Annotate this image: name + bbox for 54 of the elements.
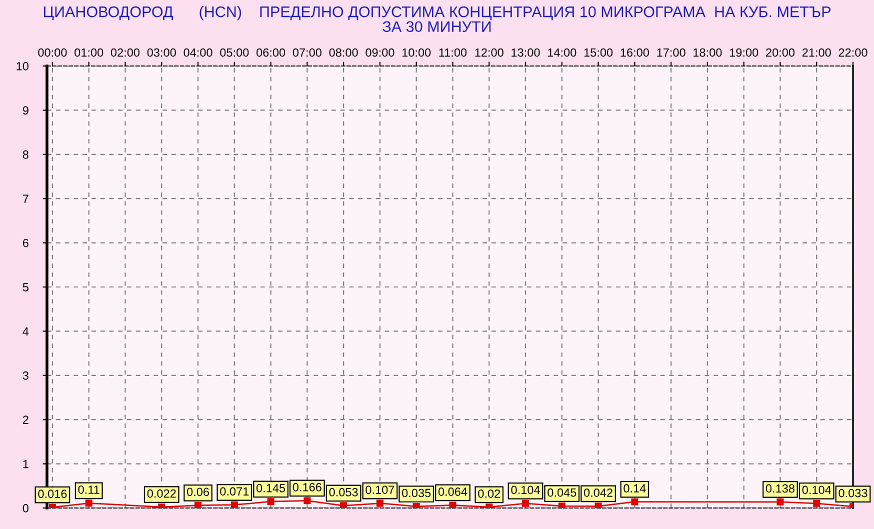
y-tick-label: 2 xyxy=(22,416,28,424)
x-tick-label: 04:00 xyxy=(184,48,212,57)
data-label: 0.035 xyxy=(402,488,431,498)
data-label: 0.016 xyxy=(38,490,67,498)
data-label: 0.033 xyxy=(838,488,868,498)
y-tick-label: 9 xyxy=(22,106,28,115)
data-label: 0.064 xyxy=(438,488,468,496)
data-label: 0.107 xyxy=(366,486,394,494)
data-label: 0.138 xyxy=(766,484,794,493)
data-label: 0.11 xyxy=(78,486,100,494)
data-label: 0.104 xyxy=(802,486,832,494)
x-tick-label: 18:00 xyxy=(694,48,722,57)
x-tick-label: 13:00 xyxy=(512,48,540,57)
x-tick-label: 05:00 xyxy=(220,48,249,57)
x-tick-label: 22:00 xyxy=(838,48,868,57)
data-label: 0.071 xyxy=(220,487,249,496)
x-tick-label: 00:00 xyxy=(38,48,67,57)
y-tick-label: 5 xyxy=(22,283,28,292)
x-tick-label: 11:00 xyxy=(439,48,467,57)
x-tick-label: 03:00 xyxy=(147,48,176,57)
x-tick-label: 17:00 xyxy=(657,48,686,57)
chart-title: ЦИАНОВОДОРОД (HCN) ПРЕДЕЛНО ДОПУСТИМА КОНЦЕНТРАЦИЯ 10 МИКРОГРАМА НА КУБ. МЕТЪР ЗА 30 МИНУТИ xyxy=(44,6,830,32)
data-label: 0.042 xyxy=(584,488,612,497)
x-tick-label: 07:00 xyxy=(292,48,322,57)
y-tick-label: 0 xyxy=(22,504,28,512)
x-tick-label: 16:00 xyxy=(620,48,649,57)
y-tick-label: 1 xyxy=(23,460,28,468)
data-label: 0.06 xyxy=(186,488,209,496)
data-label: 0.022 xyxy=(147,489,176,498)
x-tick-label: 12:00 xyxy=(475,48,504,57)
data-label: 0.104 xyxy=(511,486,540,494)
x-tick-label: 08:00 xyxy=(329,48,358,57)
data-label: 0.145 xyxy=(256,484,286,492)
y-tick-label: 4 xyxy=(22,327,29,336)
x-tick-label: 14:00 xyxy=(548,48,576,57)
data-label: 0.045 xyxy=(548,488,576,497)
data-label: 0.053 xyxy=(329,488,358,496)
x-tick-label: 10:00 xyxy=(402,48,431,57)
x-tick-label: 01:00 xyxy=(74,48,104,57)
y-tick-label: 6 xyxy=(22,238,28,248)
x-tick-label: 20:00 xyxy=(766,48,795,57)
data-label: 0.14 xyxy=(624,484,646,493)
x-tick-label: 06:00 xyxy=(256,48,286,57)
x-tick-label: 21:00 xyxy=(802,48,831,57)
y-tick-label: 8 xyxy=(22,150,28,159)
x-tick-label: 15:00 xyxy=(584,48,613,57)
y-tick-label: 7 xyxy=(22,194,28,203)
x-tick-label: 02:00 xyxy=(110,48,140,57)
y-tick-label: 3 xyxy=(22,371,28,380)
x-tick-label: 09:00 xyxy=(366,48,394,57)
x-tick-label: 19:00 xyxy=(730,48,758,57)
y-tick-label: 10 xyxy=(16,62,28,70)
data-label: 0.166 xyxy=(292,483,322,492)
data-label: 0.02 xyxy=(478,489,500,498)
